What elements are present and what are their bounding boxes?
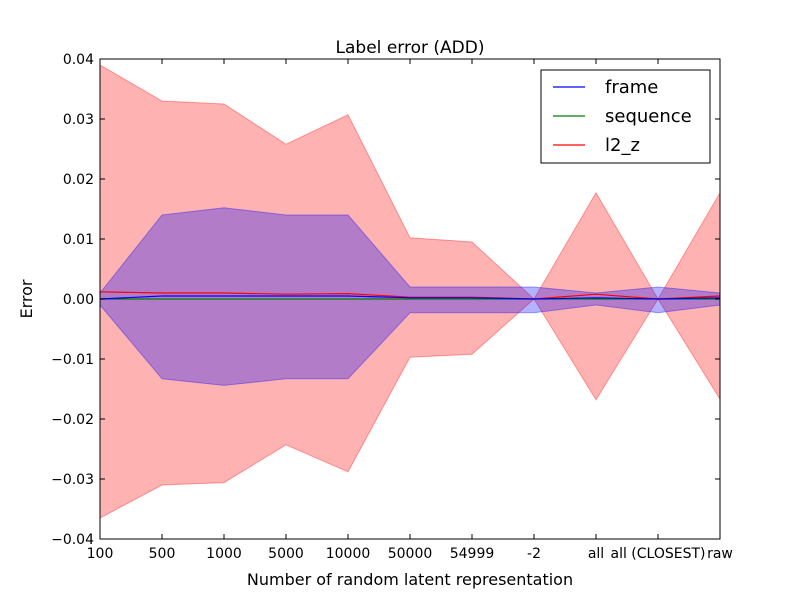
x-tick-label: 500 (149, 546, 176, 562)
x-axis-label: Number of random latent representation (247, 570, 573, 589)
y-tick-label: 0.02 (63, 172, 94, 188)
x-tick-label: 5000 (268, 546, 304, 562)
x-tick-label: 54999 (450, 546, 495, 562)
x-tick-label: 1000 (206, 546, 242, 562)
y-tick-label: −0.03 (51, 472, 94, 488)
x-tick-label: all (588, 546, 604, 562)
y-axis-label: Error (17, 279, 36, 318)
y-tick-label: −0.02 (51, 412, 94, 428)
legend-label-l2_z: l2_z (605, 135, 640, 156)
y-tick-label: 0.01 (63, 232, 94, 248)
legend-label-sequence: sequence (605, 106, 692, 127)
y-tick-label: 0.00 (63, 292, 94, 308)
chart-title: Label error (ADD) (336, 38, 485, 58)
x-tick-label: 100 (87, 546, 114, 562)
series-lines (99, 291, 721, 300)
y-tick-label: −0.01 (51, 352, 94, 368)
y-tick-label: −0.04 (51, 532, 94, 548)
y-tick-label: 0.04 (63, 52, 94, 68)
x-tick-label: 10000 (326, 546, 371, 562)
tick-labels: 100 500 1000 5000 10000 50000 54999 -2 all all (C… (51, 52, 733, 562)
line-frame (99, 295, 721, 300)
legend-label-frame: frame (605, 77, 658, 98)
x-tick-label: 50000 (388, 546, 433, 562)
axis-ticks (99, 58, 721, 540)
x-tick-label: -2 (527, 546, 541, 562)
y-tick-label: 0.03 (63, 112, 94, 128)
x-tick-label: all (CLOSEST) (611, 546, 706, 562)
legend: frame sequence l2_z (540, 69, 711, 164)
x-tick-label: raw (707, 546, 733, 562)
